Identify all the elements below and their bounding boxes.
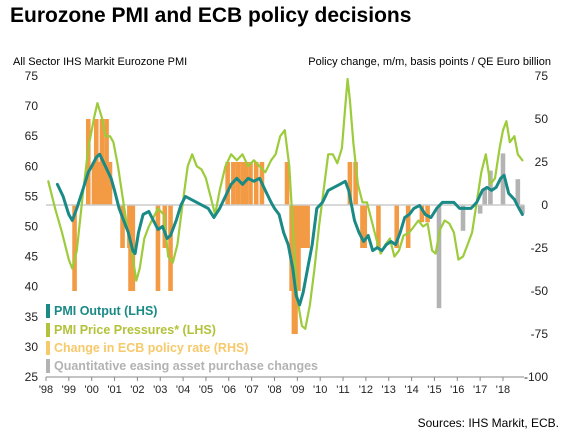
policy-rate-bar [243, 162, 249, 205]
left-tick-label: 35 [25, 310, 39, 324]
right-tick-label: 75 [535, 69, 549, 83]
legend-label: Change in ECB policy rate (RHS) [54, 341, 248, 355]
policy-rate-bar [305, 205, 310, 248]
x-tick-label: '99 [62, 384, 76, 396]
qe-bars [436, 153, 525, 309]
policy-rate-bar [353, 162, 358, 205]
legend-label: PMI Output (LHS) [54, 304, 157, 318]
left-tick-label: 30 [25, 340, 39, 354]
source-note: Sources: IHS Markit, ECB. [417, 416, 559, 430]
left-tick-label: 25 [25, 370, 39, 384]
policy-rate-bar [104, 119, 109, 205]
x-tick-label: '01 [107, 384, 121, 396]
x-tick-label: '03 [153, 384, 167, 396]
qe-bar [520, 205, 525, 214]
left-tick-label: 60 [25, 159, 39, 173]
right-tick-label: 50 [535, 112, 549, 126]
x-tick-label: '10 [313, 384, 327, 396]
x-tick-label: '05 [199, 384, 213, 396]
policy-rate-bar [235, 162, 241, 205]
left-tick-label: 75 [25, 69, 39, 83]
policy-rate-bar [284, 162, 290, 205]
policy-rate-bar [419, 205, 425, 223]
qe-bar [477, 205, 483, 214]
x-tick-label: '02 [130, 384, 144, 396]
x-tick-label: '07 [244, 384, 258, 396]
series-lines [47, 77, 524, 330]
qe-bar [500, 153, 506, 205]
policy-rate-bar [299, 205, 305, 248]
policy-rate-bar [120, 205, 125, 248]
policy-rate-bar [347, 162, 353, 205]
policy-rate-bar [72, 205, 77, 291]
x-tick-label: '04 [176, 384, 190, 396]
left-tick-label: 45 [25, 250, 39, 264]
pmi-price-line [47, 77, 524, 330]
x-tick-label: '11 [336, 384, 350, 396]
policy-rate-bar [248, 162, 253, 205]
x-tick-label: '08 [267, 384, 281, 396]
x-tick-label: '15 [427, 384, 441, 396]
left-axis: 75 70 65 60 55 50 45 40 35 30 25 [25, 69, 39, 384]
qe-bar [436, 205, 442, 309]
right-axis-label: Policy change, m/m, basis points / QE Eu… [308, 56, 551, 68]
legend: PMI Output (LHS) PMI Price Pressures* (LH… [46, 304, 318, 373]
policy-rate-bar [394, 205, 400, 248]
qe-bar [488, 170, 493, 205]
legend-label: PMI Price Pressures* (LHS) [54, 323, 216, 337]
legend-swatch [46, 323, 50, 337]
x-tick-label: '00 [85, 384, 99, 396]
policy-rate-bar [155, 205, 161, 291]
right-tick-label: -100 [524, 370, 548, 384]
pmi-output-line [55, 152, 524, 307]
left-tick-label: 50 [25, 220, 39, 234]
left-tick-label: 55 [25, 189, 39, 203]
chart-title: Eurozone PMI and ECB policy decisions [10, 4, 412, 27]
policy-rate-bar [225, 162, 230, 205]
legend-swatch [46, 341, 50, 355]
qe-bar [460, 205, 466, 231]
legend-swatch [46, 359, 50, 373]
x-tick-label: '98 [39, 384, 53, 396]
policy-rate-bar [405, 205, 411, 248]
qe-bar [482, 187, 487, 205]
left-tick-label: 70 [25, 99, 39, 113]
left-tick-label: 40 [25, 280, 39, 294]
right-tick-label: -25 [531, 241, 549, 255]
x-tick-label: '18 [496, 384, 510, 396]
policy-rate-bar [93, 119, 99, 205]
policy-rate-bar [362, 205, 368, 248]
policy-rate-bar [168, 205, 173, 291]
qe-bar [515, 179, 521, 205]
right-axis: 75 50 25 0 -25 -50 -75 -100 [524, 69, 548, 384]
right-tick-label: -50 [531, 284, 549, 298]
left-axis-label: All Sector IHS Markit Eurozone PMI [13, 56, 188, 68]
right-tick-label: 25 [535, 155, 549, 169]
x-axis: '98 '99 '00 '01 '02 '03 '04 '05 '06 '07 '08 '09 '10 '… [39, 376, 524, 396]
policy-rate-bar [85, 119, 91, 205]
legend-swatch [46, 304, 50, 318]
right-tick-label: 0 [541, 198, 548, 212]
policy-rate-bar [296, 205, 301, 291]
policy-rate-bar [425, 205, 430, 223]
x-tick-label: '16 [450, 384, 464, 396]
right-tick-label: -75 [531, 327, 549, 341]
legend-label: Quantitative easing asset purchase chang… [54, 359, 318, 373]
policy-rate-bar [376, 205, 381, 248]
x-tick-label: '14 [404, 384, 418, 396]
policy-rate-bar [253, 162, 259, 205]
x-tick-label: '17 [473, 384, 487, 396]
x-tick-label: '13 [382, 384, 396, 396]
x-tick-label: '09 [290, 384, 304, 396]
x-tick-label: '12 [359, 384, 373, 396]
x-tick-label: '06 [222, 384, 236, 396]
policy-rate-bar [107, 162, 113, 205]
left-tick-label: 65 [25, 129, 39, 143]
